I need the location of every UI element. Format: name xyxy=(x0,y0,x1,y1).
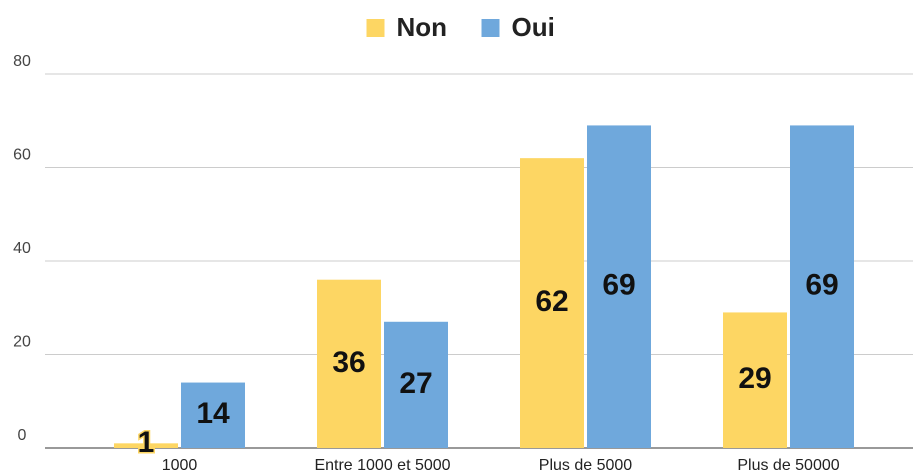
data-label: 36 xyxy=(332,346,365,379)
bar xyxy=(384,321,448,448)
data-label: 62 xyxy=(535,285,568,318)
legend-swatch xyxy=(481,19,500,37)
data-label: 14 xyxy=(196,397,230,430)
data-label: 27 xyxy=(399,367,432,400)
y-tick-label: 80 xyxy=(13,53,31,70)
bar xyxy=(723,312,787,448)
y-tick-label: 40 xyxy=(13,240,31,257)
bar xyxy=(790,125,854,449)
data-label: 69 xyxy=(602,269,635,302)
bar xyxy=(181,382,245,448)
data-label: 1 xyxy=(138,426,155,459)
bar xyxy=(114,443,178,448)
bar xyxy=(587,125,651,449)
data-label: 29 xyxy=(738,362,771,395)
x-tick-label: Entre 1000 et 5000 xyxy=(314,457,450,474)
legend-label: Oui xyxy=(512,12,555,42)
data-label: 69 xyxy=(805,269,838,302)
y-tick-label: 60 xyxy=(13,147,31,164)
bar xyxy=(520,158,584,448)
y-tick-label: 20 xyxy=(13,334,31,351)
bar xyxy=(317,279,381,448)
x-tick-label: 1000 xyxy=(162,457,198,474)
legend-swatch xyxy=(366,19,385,37)
x-tick-label: Plus de 50000 xyxy=(737,457,839,474)
legend-label: Non xyxy=(397,12,448,42)
x-tick-label: Plus de 5000 xyxy=(539,457,633,474)
y-tick-label: 0 xyxy=(18,427,27,444)
